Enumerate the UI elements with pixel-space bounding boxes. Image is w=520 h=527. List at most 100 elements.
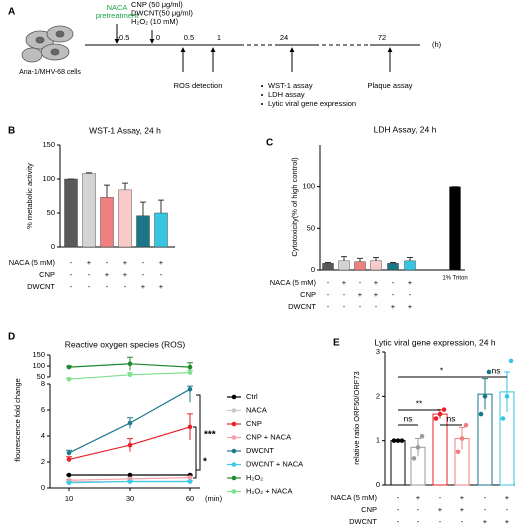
bar [338, 260, 350, 271]
y-tick-label: 0 [41, 483, 45, 492]
legend-marker [231, 421, 237, 427]
legend-marker [231, 408, 237, 413]
condition-sign: - [439, 517, 442, 526]
condition-sign: - [88, 270, 91, 279]
y-tick-label: 100 [42, 174, 55, 183]
data-point [508, 358, 514, 364]
legend-label: DWCNT [246, 446, 274, 455]
annotation: * [203, 457, 207, 468]
time-tick-label: 24 [280, 33, 288, 42]
data-point [127, 361, 133, 367]
sig-bracket [196, 394, 201, 471]
data-point [187, 424, 193, 430]
condition-sign: + [123, 258, 128, 267]
sig-label: ns [447, 413, 456, 423]
data-point [395, 438, 401, 443]
bar [64, 178, 78, 248]
chart-title: WST-1 Assay, 24 h [89, 125, 161, 135]
bar [154, 212, 168, 248]
condition-label: CNP [39, 270, 55, 279]
time-tick-label: 0 [156, 33, 160, 42]
condition-sign: + [87, 258, 92, 267]
condition-sign: - [327, 302, 330, 311]
data-point [433, 416, 439, 421]
data-point [478, 411, 484, 417]
ros-label: ROS detection [174, 81, 223, 90]
condition-label: NACA (5 mM) [331, 493, 378, 502]
condition-sign: - [88, 282, 91, 291]
y-tick-label: 6 [41, 405, 45, 414]
y-tick-label: 0 [51, 242, 55, 251]
condition-sign: - [70, 282, 73, 291]
condition-label: CNP [300, 290, 316, 299]
y-axis-label: flourescence fold change [13, 378, 22, 461]
time-unit: (h) [432, 40, 442, 49]
panel-label: E [333, 338, 340, 349]
data-point [127, 479, 133, 484]
error-bar [140, 201, 146, 216]
condition-sign: - [327, 290, 330, 299]
condition-sign: + [483, 517, 488, 526]
bar [100, 197, 114, 248]
data-point [66, 457, 72, 462]
y-tick-label: 4 [41, 431, 45, 440]
y-axis-label: relative ratio ORF50/ORF73 [352, 371, 361, 464]
data-point [391, 438, 397, 443]
condition-label: DWCNT [288, 302, 316, 311]
legend-label: CNP [246, 419, 262, 428]
annotation: *** [204, 430, 216, 441]
legend-label: CNP + NACA [246, 432, 291, 441]
condition-sign: - [359, 278, 362, 287]
condition-sign: - [70, 258, 73, 267]
condition-sign: - [106, 258, 109, 267]
bar [370, 260, 382, 271]
condition-sign: - [417, 505, 420, 514]
condition-sign: - [124, 282, 127, 291]
condition-sign: + [159, 282, 164, 291]
condition-sign: + [391, 302, 396, 311]
condition-sign: - [142, 270, 145, 279]
data-point [419, 433, 425, 439]
condition-sign: + [438, 505, 443, 514]
condition-sign: + [505, 493, 510, 502]
condition-sign: - [392, 290, 395, 299]
y-tick-label: 100 [32, 361, 45, 370]
treatment-label: H₂O₂ (10 mM) [131, 17, 179, 26]
condition-sign: - [375, 302, 378, 311]
data-point [459, 436, 465, 441]
condition-sign: - [359, 302, 362, 311]
condition-sign: - [439, 493, 442, 502]
data-point [187, 475, 193, 480]
legend-label: H₂O₂ + NACA [246, 486, 292, 495]
data-point [500, 416, 506, 421]
condition-sign: + [460, 505, 465, 514]
bar [322, 263, 334, 271]
data-point [437, 411, 443, 417]
condition-sign: + [374, 290, 379, 299]
data-point [441, 407, 447, 412]
condition-sign: + [505, 517, 510, 526]
data-point [415, 445, 421, 450]
data-point [127, 372, 133, 378]
bar [354, 261, 366, 271]
error-bar [504, 371, 510, 412]
condition-label: CNP [361, 505, 377, 514]
y-tick-label: 150 [32, 350, 45, 359]
legend-label: NACA [246, 405, 267, 414]
y-tick-label: 50 [47, 208, 55, 217]
bullet [261, 103, 263, 105]
y-tick-label: 50 [37, 372, 45, 381]
pretreatment-label: pretreatment [96, 11, 139, 20]
y-tick-label: 0 [376, 480, 380, 489]
condition-sign: - [417, 517, 420, 526]
data-point [482, 394, 488, 399]
chart-title: Reactive oxygen species (ROS) [65, 339, 186, 349]
condition-sign: - [160, 270, 163, 279]
condition-sign: - [409, 290, 412, 299]
error-bar [341, 256, 347, 261]
data-point [486, 369, 492, 375]
y-tick-label: 100 [302, 182, 315, 191]
condition-sign: - [397, 493, 400, 502]
legend-marker [231, 462, 237, 467]
